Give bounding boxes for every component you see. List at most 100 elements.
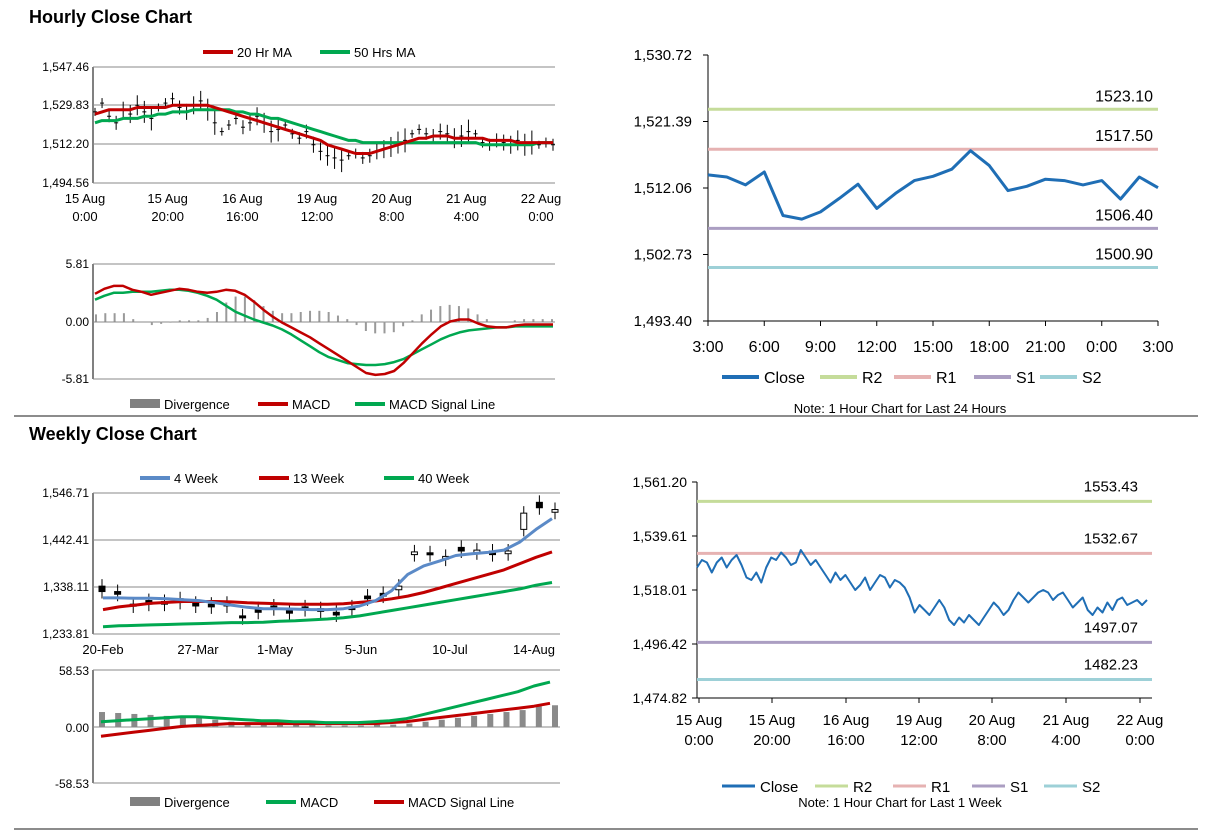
hourly-pivot-legend-s1: S1 <box>1016 370 1036 387</box>
weekly-macd-divergence-bar <box>471 715 478 727</box>
weekly-macd-divergence-bar <box>535 706 542 727</box>
hourly-pivot-legend-s2: S2 <box>1082 370 1102 387</box>
weekly-candle-body <box>332 611 340 616</box>
hourly-price-xtick: 21 Aug <box>446 191 487 206</box>
weekly-legend-4-week: 4 Week <box>174 471 218 486</box>
hourly-price-xtick: 0:00 <box>528 209 553 224</box>
hourly-price-xtick: 22 Aug <box>521 191 562 206</box>
hourly-pivot-ytick: 1,512.06 <box>634 180 692 197</box>
hourly-pivot-ytick: 1,493.40 <box>634 313 692 330</box>
weekly-macd-line <box>100 680 551 725</box>
weekly-price-xtick: 20-Feb <box>82 642 123 657</box>
hourly-pivot-xtick: 12:00 <box>857 339 897 356</box>
weekly-4-week-line <box>103 517 553 612</box>
weekly-macd-divergence-bar <box>293 724 300 727</box>
hourly-price-xtick: 16 Aug <box>222 191 263 206</box>
weekly-legend-divergence: Divergence <box>164 795 230 810</box>
weekly-price-xtick: 14-Aug <box>513 642 555 657</box>
hourly-20hr-ma-line <box>94 103 553 155</box>
hourly-macd-signal-line <box>94 288 553 367</box>
hourly-pivot-xtick: 18:00 <box>969 339 1009 356</box>
weekly-legend-13-week: 13 Week <box>293 471 345 486</box>
weekly-macd-divergence-bar <box>406 723 413 727</box>
weekly-candle-body <box>504 550 512 555</box>
hourly-legend-macd-signal: MACD Signal Line <box>389 397 495 412</box>
weekly-legend-40-week: 40 Week <box>418 471 470 486</box>
weekly-13-week-line <box>102 550 553 612</box>
weekly-candle-body <box>114 591 122 595</box>
hourly-macd-line <box>94 284 553 377</box>
hourly-price-ytick: 1,512.20 <box>42 137 89 151</box>
weekly-macd-divergence-bar <box>196 717 203 727</box>
section-divider <box>14 415 1198 417</box>
hourly-legend-macd: MACD <box>292 397 330 412</box>
weekly-legend-macd: MACD <box>300 795 338 810</box>
hourly-price-xtick: 20:00 <box>151 209 184 224</box>
hourly-pivot-note: Note: 1 Hour Chart for Last 24 Hours <box>794 401 1007 416</box>
weekly-pivot-xtick: 15 Aug <box>676 712 723 729</box>
weekly-pivot-xtick: 20:00 <box>753 732 791 749</box>
weekly-pivot-xtick: 21 Aug <box>1043 712 1090 729</box>
weekly-candle-body <box>410 551 418 556</box>
weekly-macd-divergence-bar <box>179 716 186 727</box>
weekly-pivot-xtick: 22 Aug <box>1117 712 1164 729</box>
weekly-macd-divergence-bar <box>454 717 461 727</box>
hourly-pivot-xtick: 3:00 <box>1142 339 1173 356</box>
weekly-macd-divergence-bar <box>374 724 381 727</box>
weekly-legend-macd-signal: MACD Signal Line <box>408 795 514 810</box>
weekly-pivot-xtick: 15 Aug <box>749 712 796 729</box>
hourly-pivot-xtick: 9:00 <box>805 339 836 356</box>
weekly-pivot-xtick: 8:00 <box>977 732 1006 749</box>
weekly-pivot-legend-r1: R1 <box>931 779 950 796</box>
weekly-candle-body <box>192 602 200 607</box>
hourly-pivot-xtick: 0:00 <box>1086 339 1117 356</box>
hourly-price-xtick: 12:00 <box>301 209 334 224</box>
hourly-price-ytick: 1,547.46 <box>42 60 89 74</box>
hourly-pivot-legend-close: Close <box>764 370 805 387</box>
weekly-legend-divergence-swatch <box>130 797 160 806</box>
weekly-candle-body <box>207 603 215 608</box>
hourly-50hr-ma-line <box>94 108 553 147</box>
weekly-pivot-ytick: 1,496.42 <box>633 636 688 652</box>
hourly-price-xtick: 8:00 <box>379 209 404 224</box>
weekly-pivot-note: Note: 1 Hour Chart for Last 1 Week <box>798 795 1002 810</box>
weekly-macd-divergence-bar <box>147 714 154 727</box>
weekly-pivot-ytick: 1,539.61 <box>633 528 688 544</box>
hourly-price-xtick: 4:00 <box>454 209 479 224</box>
weekly-pivot-xtick: 20 Aug <box>969 712 1016 729</box>
weekly-price-ytick: 1,233.81 <box>42 627 89 641</box>
weekly-pivot-ytick: 1,518.01 <box>633 582 688 598</box>
weekly-candle-body <box>535 501 543 509</box>
hourly-macd-ytick: -5.81 <box>62 372 90 386</box>
weekly-pivot-ytick: 1,474.82 <box>633 690 688 706</box>
weekly-macd-ytick: 0.00 <box>66 721 90 735</box>
weekly-macd-divergence-bar <box>99 712 105 727</box>
weekly-macd-divergence-bar <box>552 705 558 727</box>
hourly-price-ytick: 1,494.56 <box>42 176 89 190</box>
weekly-40-week-line <box>102 581 553 629</box>
hourly-pivot-xtick: 21:00 <box>1025 339 1065 356</box>
hourly-pivot-xtick: 15:00 <box>913 339 953 356</box>
weekly-price-xtick: 27-Mar <box>177 642 219 657</box>
weekly-pivot-level-label-s1: 1497.07 <box>1084 619 1138 636</box>
weekly-candle-body <box>98 585 106 593</box>
weekly-candle-body <box>551 509 559 513</box>
weekly-pivot-level-label-s2: 1482.23 <box>1084 656 1138 673</box>
hourly-price-xtick: 15 Aug <box>65 191 106 206</box>
weekly-macd-ytick: -58.53 <box>55 777 89 791</box>
hourly-price-ytick: 1,529.83 <box>42 98 89 112</box>
weekly-macd-divergence-bar <box>357 725 364 727</box>
hourly-price-xtick: 20 Aug <box>371 191 412 206</box>
weekly-macd-divergence-bar <box>422 721 429 727</box>
weekly-macd-divergence-bar <box>519 710 526 727</box>
weekly-macd-divergence-bar <box>503 712 510 727</box>
weekly-pivot-xtick: 0:00 <box>684 732 713 749</box>
hourly-macd-ytick: 0.00 <box>66 315 90 329</box>
weekly-macd-divergence-bar <box>309 724 316 727</box>
hourly-price-xtick: 0:00 <box>72 209 97 224</box>
hourly-section-title: Hourly Close Chart <box>29 7 193 27</box>
weekly-macd-divergence-bar <box>163 715 170 727</box>
weekly-candle-body <box>285 609 293 614</box>
hourly-legend-20hr-ma: 20 Hr MA <box>237 45 292 60</box>
